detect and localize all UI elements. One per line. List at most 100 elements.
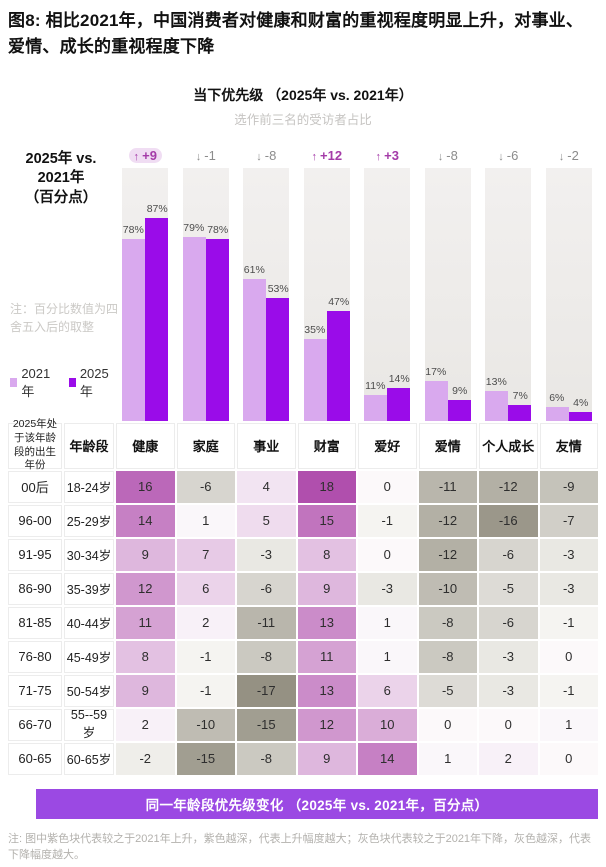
table-cell-个人成长: -3 (479, 674, 538, 707)
row-cohort: 96-00 (8, 504, 62, 537)
row-cohort: 00后 (8, 470, 62, 503)
row-age: 18-24岁 (64, 470, 114, 503)
change-number: -1 (204, 147, 216, 163)
table-cell-爱情: 0 (418, 708, 477, 741)
bar-value-2021: 6% (549, 391, 565, 404)
table-cell-健康: -2 (116, 742, 175, 775)
change-number: -2 (567, 147, 579, 163)
table-cell-健康: 16 (116, 470, 175, 503)
table-cell-家庭: -1 (176, 640, 235, 673)
row-age: 35-39岁 (64, 572, 114, 605)
bar-value-2025: 9% (452, 384, 468, 397)
bar-value-2021: 35% (304, 323, 326, 336)
bar-2021-事业 (243, 278, 267, 421)
table-cell-个人成长: -6 (479, 606, 538, 639)
table-cell-爱情: 1 (418, 742, 477, 775)
bar-2025-家庭 (205, 238, 229, 421)
up-arrow-icon: ↑ (375, 150, 385, 163)
change-value: ↓ -2 (559, 148, 579, 163)
change-value: ↓ -8 (256, 148, 276, 163)
bar-track: 11% 14% (364, 167, 411, 421)
down-arrow-icon: ↓ (437, 150, 447, 163)
table-cell-家庭: -1 (176, 674, 235, 707)
table-cell-爱情: -12 (418, 538, 477, 571)
table-cell-爱情: -8 (418, 606, 477, 639)
table-cell-友情: 0 (539, 742, 598, 775)
table-cell-爱情: -5 (418, 674, 477, 707)
bar-value-2021: 61% (243, 263, 265, 276)
change-label: ↑ +12 (298, 148, 357, 166)
table-cell-个人成长: -3 (479, 640, 538, 673)
table-cell-友情: -3 (539, 572, 598, 605)
table-cell-事业: -3 (237, 538, 296, 571)
table-cell-事业: 5 (237, 504, 296, 537)
footnote: 注: 图中紫色块代表较之于2021年上升，紫色越深，代表上升幅度越大；灰色块代表… (8, 832, 592, 862)
change-value: ↓ -1 (196, 148, 216, 163)
table-cell-健康: 2 (116, 708, 175, 741)
change-value: ↓ -6 (498, 148, 518, 163)
bar-track: 6% 4% (545, 167, 592, 421)
change-number: -8 (446, 147, 458, 163)
table-cell-家庭: 7 (176, 538, 235, 571)
legend-swatch-2025-icon (68, 378, 76, 388)
chart-column-爱情: ↓ -8 17% 9% (419, 148, 478, 421)
row-age: 30-34岁 (64, 538, 114, 571)
row-cohort: 91-95 (8, 538, 62, 571)
table-cell-事业: -11 (237, 606, 296, 639)
bar-track-wrap: 13% 7% (479, 167, 538, 421)
chart-column-友情: ↓ -2 6% 4% (540, 148, 599, 421)
change-label: ↓ -8 (419, 148, 478, 166)
table-cell-友情: -9 (539, 470, 598, 503)
row-cohort: 76-80 (8, 640, 62, 673)
bar-value-2025: 7% (512, 389, 528, 402)
change-value: ↑ +3 (376, 148, 399, 163)
priority-change-table: 2025年处于该年龄段的出生年份 年龄段 健康 家庭 事业 财富 爱好 爱情 个人成长 友情 0… (8, 418, 598, 775)
table-cell-事业: -6 (237, 572, 296, 605)
chart-note: 注：百分比数值为四舍五入后的取整 (10, 301, 119, 334)
table-cell-爱情: -12 (418, 504, 477, 537)
axis-heading-line2: （百分点） (24, 189, 98, 206)
table-cell-家庭: 6 (176, 572, 235, 605)
bar-track: 79% 78% (182, 167, 229, 421)
table-cell-爱情: -10 (418, 572, 477, 605)
table-cell-事业: -8 (237, 640, 296, 673)
change-number: +3 (384, 147, 399, 163)
bar-track: 13% 7% (485, 167, 532, 421)
legend-swatch-2021-icon (10, 378, 18, 388)
table-cell-个人成长: -16 (479, 504, 538, 537)
table-cell-爱好: 0 (358, 470, 417, 503)
row-cohort: 60-65 (8, 742, 62, 775)
table-cell-爱好: -3 (358, 572, 417, 605)
table-header-健康: 健康 (116, 422, 175, 469)
table-cell-个人成长: -6 (479, 538, 538, 571)
table-cell-财富: 8 (297, 538, 356, 571)
table-cell-事业: -17 (237, 674, 296, 707)
change-value: ↓ -8 (438, 148, 458, 163)
down-arrow-icon: ↓ (195, 150, 205, 163)
table-cell-家庭: -15 (176, 742, 235, 775)
bar-track-wrap: 61% 53% (237, 167, 296, 421)
table-cell-健康: 11 (116, 606, 175, 639)
table-cell-友情: -1 (539, 674, 598, 707)
chart-column-事业: ↓ -8 61% 53% (237, 148, 296, 421)
change-label: ↓ -1 (177, 148, 236, 166)
chart-subtitle: 选作前三名的受访者占比 (234, 112, 372, 127)
legend-item-2021: 2021年 (10, 366, 56, 400)
change-label: ↓ -6 (479, 148, 538, 166)
table-cell-爱好: 1 (358, 640, 417, 673)
bar-2025-爱好 (387, 387, 411, 421)
change-number: -6 (506, 147, 519, 163)
bar-value-2025: 4% (573, 396, 589, 409)
chart-column-健康: ↑ +9 78% 87% (116, 147, 175, 421)
bar-2021-爱好 (364, 394, 388, 421)
change-label: ↓ -2 (540, 148, 599, 166)
bar-2025-个人成长 (508, 404, 532, 421)
bar-track-wrap: 78% 87% (116, 167, 175, 421)
table-cell-财富: 9 (297, 742, 356, 775)
bar-value-2021: 11% (365, 379, 386, 392)
bar-track-wrap: 6% 4% (540, 167, 599, 421)
legend-label-2021: 2021年 (21, 365, 51, 399)
table-cell-爱好: 1 (358, 606, 417, 639)
table-cell-事业: -15 (237, 708, 296, 741)
